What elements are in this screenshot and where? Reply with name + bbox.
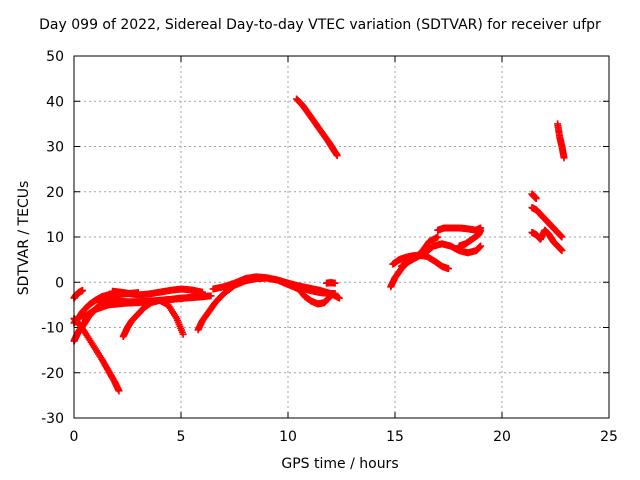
data-point [326, 293, 334, 301]
y-tick-label: -20 [41, 366, 64, 382]
series-track-18 [455, 226, 485, 250]
y-tick-label: 0 [55, 275, 64, 291]
chart-title: Day 099 of 2022, Sidereal Day-to-day VTE… [39, 17, 601, 33]
series-track-22 [554, 120, 568, 162]
y-axis-label: SDTVAR / TECUs [16, 180, 32, 296]
series-track-4 [70, 289, 119, 327]
data-point [331, 279, 339, 287]
tick-labels: 0 5 10 15 20 25 -30 -20 -10 0 10 20 30 40 50 [41, 49, 618, 445]
data-point [477, 242, 485, 250]
data-point [335, 294, 343, 302]
series-track-1 [70, 286, 87, 302]
y-tick-label: -30 [41, 411, 64, 427]
data-point [434, 233, 442, 241]
x-tick-label: 25 [600, 429, 618, 445]
series-track-17 [434, 224, 485, 234]
y-tick-label: 40 [46, 94, 64, 110]
series-track-19 [528, 190, 540, 203]
data-point [560, 154, 568, 162]
x-tick-label: 0 [70, 429, 79, 445]
y-tick-label: 10 [46, 230, 64, 246]
series-track-8 [109, 285, 206, 299]
grid-lines [74, 56, 609, 418]
data-point [198, 288, 206, 296]
x-tick-label: 15 [386, 429, 404, 445]
series-track-11 [273, 276, 335, 308]
series-track-21 [528, 226, 566, 255]
data-point [327, 292, 335, 300]
y-tick-label: 50 [46, 49, 64, 65]
y-tick-label: 20 [46, 185, 64, 201]
series-track-16 [397, 240, 485, 270]
data-points [70, 95, 568, 395]
x-axis-label: GPS time / hours [281, 456, 399, 472]
series-track-2 [70, 314, 123, 395]
y-tick-label: -10 [41, 321, 64, 337]
series-track-12 [323, 279, 339, 287]
data-point [558, 247, 566, 255]
data-point [115, 387, 123, 395]
data-point [79, 286, 87, 294]
x-tick-label: 5 [177, 429, 186, 445]
y-tick-label: 30 [46, 140, 64, 156]
data-point [179, 330, 187, 338]
data-point [333, 152, 341, 160]
data-point [532, 195, 540, 203]
series-track-13 [293, 95, 341, 160]
series-track-7 [119, 296, 187, 341]
data-point [558, 233, 566, 241]
plot-frame [73, 55, 610, 419]
data-point [445, 265, 452, 273]
data-point [207, 292, 215, 300]
x-tick-label: 10 [279, 429, 297, 445]
series-track-10 [209, 273, 343, 302]
x-tick-label: 20 [493, 429, 511, 445]
data-point [477, 226, 485, 234]
series-track-20 [528, 204, 566, 241]
